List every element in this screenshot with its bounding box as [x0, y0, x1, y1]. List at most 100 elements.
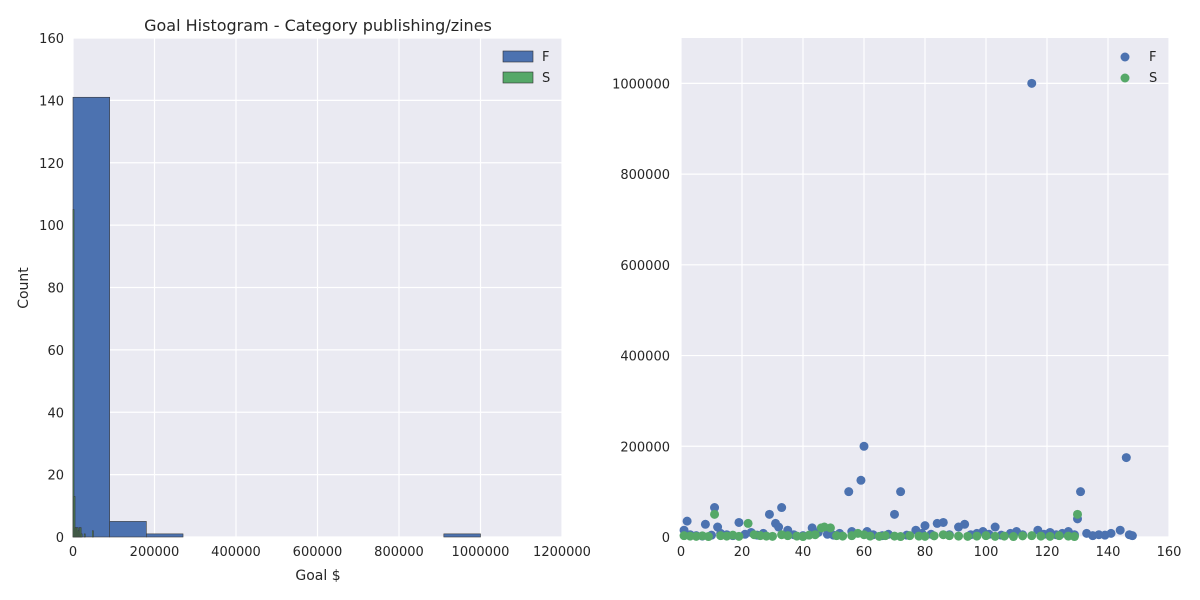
point-f [774, 522, 784, 532]
legend-swatch-s [502, 71, 534, 84]
point-f [1076, 487, 1086, 497]
bar-s [83, 533, 86, 538]
point-s [1069, 532, 1079, 542]
point-f [938, 517, 948, 527]
point-s [1027, 531, 1037, 541]
x-tick-label: 160 [1157, 545, 1182, 560]
y-tick-label: 800000 [620, 168, 670, 183]
bar-s [79, 527, 82, 538]
x-tick-label: 40 [795, 545, 812, 560]
histogram-bars [72, 96, 481, 538]
point-f [710, 503, 720, 513]
y-tick-label: 200000 [620, 440, 670, 455]
y-tick-label: 140 [39, 94, 64, 109]
legend-marker-f [1120, 52, 1130, 62]
point-f [890, 509, 899, 519]
bar-f [146, 533, 184, 538]
x-tick-label: 140 [1096, 545, 1121, 560]
point-s [1045, 531, 1055, 541]
point-s [905, 531, 915, 541]
chart-title: Goal Histogram - Category publishing/zin… [144, 16, 492, 35]
y-tick-label: 20 [47, 469, 64, 484]
x-tick-label: 0 [677, 545, 685, 560]
y-tick-label: 80 [47, 282, 64, 297]
bar-f [443, 533, 481, 538]
y-tick-label: 60 [47, 344, 64, 359]
point-f [777, 503, 787, 513]
x-tick-label: 600000 [293, 545, 343, 560]
point-f [960, 519, 970, 529]
x-tick-labels: 0 200000 400000 600000 800000 1000000 1200000 [69, 545, 591, 560]
point-f [1127, 531, 1137, 541]
legend: F S [1120, 50, 1157, 86]
x-tick-label: 60 [856, 545, 873, 560]
bar-f [72, 96, 110, 538]
legend-label-f: F [542, 50, 549, 65]
x-tick-label: 0 [69, 545, 77, 560]
scatter-points [679, 78, 1137, 542]
y-tick-label: 1000000 [612, 77, 670, 92]
point-f [764, 509, 774, 519]
point-f [990, 522, 1000, 532]
x-tick-label: 1000000 [452, 545, 510, 560]
point-f [700, 519, 710, 529]
point-s [1036, 531, 1046, 541]
x-tick-label: 200000 [130, 545, 180, 560]
point-s [944, 531, 954, 541]
point-s [838, 531, 848, 541]
bar-s [72, 209, 75, 538]
point-s [810, 530, 820, 540]
y-tick-label: 40 [47, 406, 64, 421]
point-s [954, 531, 964, 541]
y-tick-label: 400000 [620, 350, 670, 365]
point-s [920, 531, 930, 541]
point-s [972, 531, 982, 541]
bar-s [80, 533, 83, 538]
y-tick-label: 0 [662, 531, 670, 546]
point-s [783, 531, 793, 541]
x-tick-label: 1200000 [533, 545, 591, 560]
point-s [990, 531, 1000, 541]
goal-histogram-chart: 0 200000 400000 600000 800000 1000000 1200000 … [16, 16, 591, 584]
legend-marker-s [1120, 73, 1130, 83]
point-f [920, 521, 930, 531]
y-tick-labels: 0 20 40 60 80 100 120 140 160 [39, 32, 64, 546]
y-tick-labels: 0 200000 400000 600000 800000 1000000 [612, 77, 670, 546]
x-tick-label: 80 [917, 545, 934, 560]
point-s [825, 523, 835, 533]
x-tick-labels: 0 20 40 60 80 100 120 140 160 [677, 545, 1182, 560]
point-f [844, 487, 854, 497]
point-s [1008, 532, 1018, 542]
x-tick-label: 400000 [211, 545, 261, 560]
point-s [896, 532, 906, 542]
point-f [859, 441, 869, 451]
x-tick-label: 20 [734, 545, 751, 560]
y-tick-label: 100 [39, 219, 64, 234]
legend-label-s: S [542, 71, 550, 86]
y-tick-label: 120 [39, 157, 64, 172]
point-f [734, 517, 744, 527]
point-s [703, 532, 713, 542]
goal-scatter-chart: 0 20 40 60 80 100 120 140 160 0 200000 400000 60000… [612, 38, 1181, 560]
point-s [880, 531, 890, 541]
x-tick-label: 100 [974, 545, 999, 560]
point-s [1018, 531, 1028, 541]
x-axis-label: Goal $ [295, 568, 340, 584]
y-tick-label: 160 [39, 32, 64, 47]
y-axis-label: Count [16, 267, 32, 309]
legend: F S [502, 50, 550, 86]
bar-s [73, 496, 76, 538]
point-s [734, 531, 744, 541]
x-tick-label: 120 [1035, 545, 1060, 560]
point-s [1054, 531, 1064, 541]
point-f [1115, 525, 1125, 535]
point-f [1121, 453, 1131, 463]
point-s [929, 531, 939, 541]
y-tick-label: 600000 [620, 259, 670, 274]
legend-label-s: S [1149, 71, 1157, 86]
point-s [1073, 509, 1082, 519]
point-s [743, 518, 753, 528]
point-f [1027, 78, 1037, 88]
point-f [856, 475, 866, 485]
